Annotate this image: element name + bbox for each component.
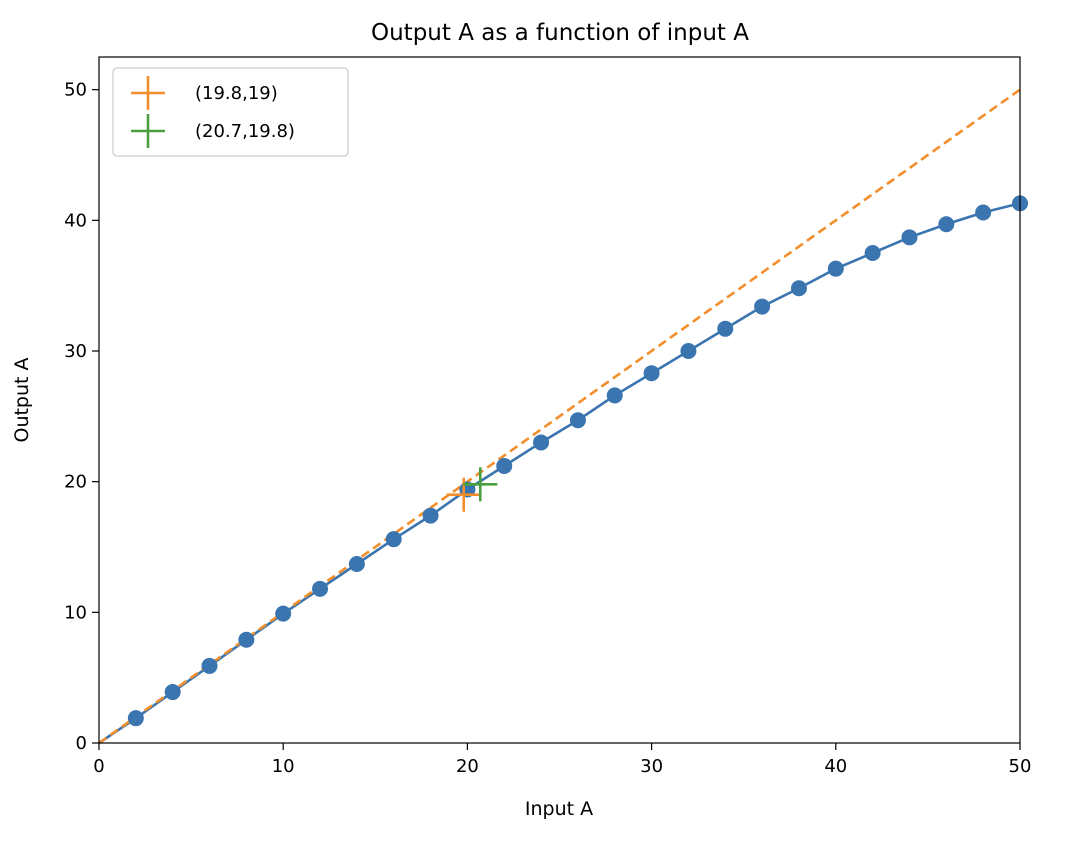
data-point (238, 631, 255, 648)
x-tick-label: 20 (456, 756, 479, 777)
x-tick-label: 10 (272, 756, 295, 777)
data-point (127, 710, 144, 727)
data-point (569, 412, 586, 429)
y-tick-label: 30 (64, 341, 87, 362)
data-point (680, 343, 697, 359)
legend-box (112, 67, 349, 157)
data-point (827, 260, 844, 277)
data-point (643, 365, 660, 382)
legend: (19.8,19) (20.7,19.8) (112, 67, 349, 157)
y-tick-label: 0 (76, 733, 87, 754)
y-tick-label: 40 (64, 210, 87, 231)
x-tick-label: 40 (824, 756, 847, 777)
x-axis: 0 10 20 30 40 50 (93, 743, 1031, 777)
legend-label-2: (20.7,19.8) (195, 121, 295, 142)
data-point (754, 298, 771, 315)
y-axis: 0 10 20 30 40 50 (64, 80, 99, 754)
data-point (606, 387, 623, 404)
legend-label-1: (19.8,19) (195, 83, 278, 104)
y-axis-label: Output A (11, 357, 33, 442)
data-point (533, 434, 550, 451)
data-point (717, 320, 734, 337)
data-point (385, 531, 402, 548)
legend-marker-2 (131, 114, 165, 148)
x-axis-label: Input A (525, 798, 593, 820)
plot-area (98, 88, 1028, 745)
legend-marker-1 (131, 76, 165, 110)
data-point (938, 216, 955, 233)
y-tick-label: 50 (64, 80, 87, 101)
data-point (422, 507, 439, 524)
data-point (496, 457, 513, 474)
data-point (790, 280, 807, 297)
data-point (312, 580, 329, 597)
x-tick-label: 30 (640, 756, 663, 777)
y-tick-label: 20 (64, 472, 87, 493)
chart-title: Output A as a function of input A (371, 20, 749, 46)
data-point (348, 555, 365, 572)
data-point (164, 684, 181, 701)
data-point (901, 229, 918, 246)
series-line-output (98, 202, 1021, 745)
plot-frame (98, 56, 1021, 744)
y-tick-label: 10 (64, 602, 87, 623)
x-tick-label: 0 (93, 756, 104, 777)
data-point (275, 605, 292, 622)
data-point (864, 245, 881, 261)
data-point (975, 204, 992, 221)
reference-dashed-line (98, 88, 1021, 745)
marker-point-2 (463, 467, 498, 502)
data-point (201, 657, 218, 674)
x-tick-label: 50 (1009, 756, 1032, 777)
